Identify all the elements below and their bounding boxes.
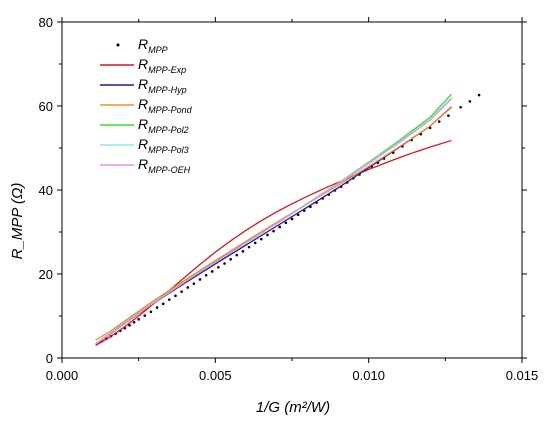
data-point bbox=[155, 306, 159, 309]
y-axis-title: R_MPP (Ω) bbox=[9, 183, 26, 260]
x-axis-title: 1/G (m²/W) bbox=[256, 399, 330, 416]
data-point bbox=[272, 229, 275, 233]
y-tick-label: 60 bbox=[39, 99, 53, 114]
legend-label-main: R bbox=[138, 96, 148, 112]
legend-label-main: R bbox=[138, 76, 148, 92]
legend-label-main: R bbox=[138, 136, 148, 152]
legend-label-mpp-exp: RMPP-Exp bbox=[138, 56, 186, 75]
data-point bbox=[168, 298, 171, 301]
legend-label-sub: MPP-Pol3 bbox=[148, 145, 189, 155]
legend-label-mpp-pol2: RMPP-Pol2 bbox=[138, 116, 189, 135]
data-point bbox=[296, 213, 300, 217]
data-point bbox=[174, 294, 177, 298]
legend-label-main: R bbox=[138, 156, 148, 172]
data-point bbox=[229, 258, 232, 261]
plot-area bbox=[95, 93, 481, 346]
x-tick-label: 0.005 bbox=[199, 368, 232, 383]
plot-frame bbox=[61, 21, 523, 359]
legend: RMPPRMPP-ExpRMPP-HypRMPP-PondRMPP-Pol2RM… bbox=[100, 36, 193, 175]
legend-label-main: R bbox=[138, 56, 148, 72]
legend-label-sub: MPP bbox=[148, 45, 168, 55]
data-point bbox=[132, 321, 136, 324]
legend-label-sub: MPP-Exp bbox=[148, 65, 186, 75]
y-tick-label: 0 bbox=[46, 351, 53, 366]
legend-label-sub: MPP-Hyp bbox=[148, 85, 187, 95]
x-tick-label: 0.010 bbox=[352, 368, 385, 383]
data-point bbox=[180, 290, 183, 293]
data-point bbox=[137, 318, 140, 321]
data-point bbox=[278, 225, 282, 229]
data-point bbox=[149, 310, 153, 314]
data-point bbox=[128, 323, 131, 327]
data-point bbox=[284, 221, 288, 225]
data-point bbox=[223, 262, 226, 265]
legend-label-mpp: RMPP bbox=[138, 36, 168, 55]
data-point bbox=[290, 217, 294, 221]
data-point bbox=[161, 302, 165, 306]
x-tick-label: 0.000 bbox=[46, 368, 79, 383]
data-point bbox=[198, 278, 202, 281]
data-point bbox=[477, 93, 481, 97]
axes: 0.000 0.005 0.010 0.015 0 20 40 60 80 bbox=[39, 15, 539, 383]
x-tick-label: 0.015 bbox=[506, 368, 539, 383]
data-point bbox=[210, 270, 214, 273]
data-point bbox=[468, 100, 472, 103]
data-point bbox=[459, 105, 462, 109]
legend-label-sub: MPP-OEH bbox=[148, 165, 191, 175]
data-point bbox=[217, 265, 220, 269]
y-tick-label: 20 bbox=[39, 267, 53, 282]
legend-label-sub: MPP-Pond bbox=[148, 105, 193, 115]
data-point bbox=[204, 273, 208, 277]
data-point bbox=[266, 233, 269, 237]
data-point bbox=[143, 314, 147, 317]
legend-label-mpp-oeh: RMPP-OEH bbox=[138, 156, 191, 175]
y-tick-label: 80 bbox=[39, 15, 53, 30]
legend-label-sub: MPP-Pol2 bbox=[148, 125, 189, 135]
data-point bbox=[260, 237, 263, 241]
data-point bbox=[247, 245, 251, 249]
data-point bbox=[235, 253, 239, 257]
data-point bbox=[437, 120, 441, 123]
series-line-mpp-oeh bbox=[95, 98, 452, 345]
legend-label-mpp-pol3: RMPP-Pol3 bbox=[138, 136, 189, 155]
legend-label-main: R bbox=[138, 36, 148, 52]
data-point bbox=[186, 286, 190, 289]
data-point bbox=[253, 241, 257, 245]
y-tick-label: 40 bbox=[39, 183, 53, 198]
legend-label-main: R bbox=[138, 116, 148, 132]
legend-marker-mpp bbox=[116, 43, 120, 47]
data-point bbox=[192, 282, 196, 285]
series-line-mpp-pond bbox=[95, 105, 452, 341]
data-point bbox=[241, 250, 245, 253]
legend-label-mpp-hyp: RMPP-Hyp bbox=[138, 76, 187, 95]
legend-label-mpp-pond: RMPP-Pond bbox=[138, 96, 193, 115]
data-point bbox=[447, 114, 450, 117]
